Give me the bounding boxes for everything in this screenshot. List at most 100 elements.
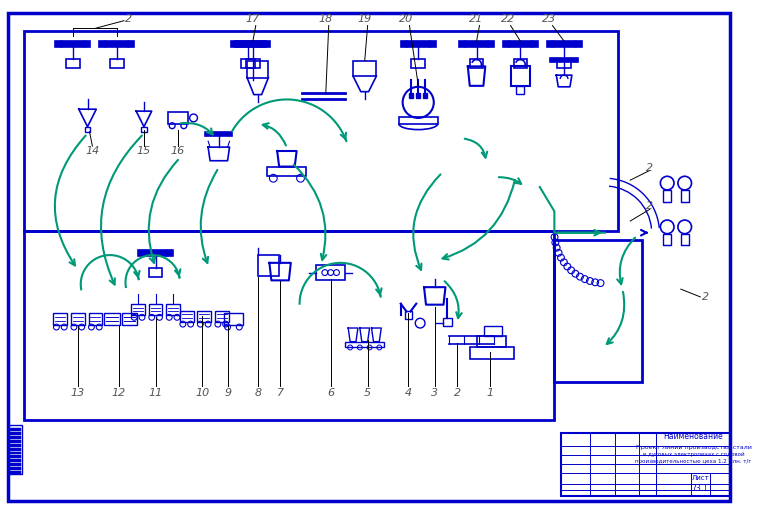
Bar <box>398 117 438 124</box>
Bar <box>131 304 145 315</box>
Bar <box>681 190 688 201</box>
Bar <box>516 86 524 94</box>
Bar <box>84 127 90 131</box>
Bar <box>241 59 255 68</box>
Bar <box>470 348 514 359</box>
Bar <box>663 190 671 201</box>
Text: 9: 9 <box>224 388 231 398</box>
Bar <box>89 314 102 325</box>
Text: 17: 17 <box>246 14 260 24</box>
Text: 22: 22 <box>501 14 515 24</box>
Bar <box>215 311 228 322</box>
Text: 14: 14 <box>85 146 99 156</box>
Text: Лист: Лист <box>691 475 709 481</box>
Bar <box>9 467 21 470</box>
Bar <box>168 112 187 124</box>
Bar <box>511 66 530 86</box>
Bar <box>66 59 80 68</box>
Bar <box>423 93 427 98</box>
Bar <box>681 234 688 245</box>
Bar <box>416 93 420 98</box>
Bar <box>9 444 21 447</box>
Bar <box>557 59 571 68</box>
Bar <box>477 336 505 348</box>
Bar <box>104 314 120 325</box>
Text: 23: 23 <box>543 14 556 24</box>
Bar <box>121 314 137 325</box>
Bar <box>267 166 307 176</box>
Text: 15: 15 <box>137 146 151 156</box>
Text: 11: 11 <box>149 388 162 398</box>
Text: 19: 19 <box>357 14 372 24</box>
Bar <box>24 231 554 420</box>
Bar <box>353 61 376 76</box>
Bar <box>138 250 173 256</box>
Bar <box>9 452 21 454</box>
Bar <box>9 463 21 466</box>
Text: 1: 1 <box>487 388 494 398</box>
Bar <box>405 312 412 319</box>
Text: 2: 2 <box>125 14 132 24</box>
Bar <box>231 41 266 47</box>
Bar <box>9 459 21 462</box>
Bar <box>9 432 21 435</box>
Bar <box>554 241 642 382</box>
Text: 18: 18 <box>319 14 333 24</box>
Bar <box>459 41 494 47</box>
Bar <box>470 59 483 68</box>
Bar <box>166 304 180 315</box>
Bar <box>110 59 124 68</box>
Text: 2: 2 <box>701 292 709 302</box>
Bar <box>442 318 452 326</box>
Bar <box>546 41 581 47</box>
Text: 3: 3 <box>431 388 438 398</box>
Text: 12: 12 <box>112 388 126 398</box>
Text: 10: 10 <box>195 388 209 398</box>
Bar <box>9 455 21 458</box>
Text: производительностью цеха 1,2 млн. т/г: производительностью цеха 1,2 млн. т/г <box>635 459 751 464</box>
Bar <box>55 41 90 47</box>
Bar <box>409 93 414 98</box>
Bar <box>9 448 21 451</box>
Text: Проект линии производства стали: Проект линии производства стали <box>635 445 751 450</box>
Text: 2: 2 <box>454 388 461 398</box>
Text: 6: 6 <box>327 388 334 398</box>
Text: 20: 20 <box>399 14 414 24</box>
Bar <box>9 440 21 443</box>
Text: 73.1: 73.1 <box>691 484 709 493</box>
Text: 2: 2 <box>646 201 653 212</box>
Bar <box>258 255 279 277</box>
Text: 7: 7 <box>276 388 284 398</box>
Bar <box>9 471 21 474</box>
Bar <box>24 31 618 231</box>
Bar <box>224 314 243 325</box>
Bar <box>99 41 134 47</box>
Text: в дуговых электропечах с годовой: в дуговых электропечах с годовой <box>643 452 745 457</box>
Bar <box>205 131 232 136</box>
Bar <box>9 428 21 431</box>
Bar <box>663 234 671 245</box>
Bar <box>8 425 22 474</box>
Text: 21: 21 <box>470 14 483 24</box>
Text: 13: 13 <box>71 388 85 398</box>
Bar <box>247 61 269 78</box>
Text: 4: 4 <box>405 388 412 398</box>
Bar <box>514 59 528 68</box>
Bar <box>550 58 578 62</box>
Bar <box>411 59 425 68</box>
Text: 2: 2 <box>646 163 653 173</box>
Bar <box>141 127 146 131</box>
Bar <box>561 433 730 496</box>
Bar <box>235 41 270 47</box>
Bar <box>71 314 84 325</box>
Bar <box>502 41 538 47</box>
Text: 5: 5 <box>364 388 371 398</box>
Bar <box>345 341 384 348</box>
Text: Наименование: Наименование <box>663 433 723 441</box>
Bar <box>149 268 162 278</box>
Bar <box>246 59 260 68</box>
Text: 16: 16 <box>171 146 185 156</box>
Bar <box>9 436 21 439</box>
Bar <box>484 326 502 336</box>
Text: 8: 8 <box>254 388 261 398</box>
